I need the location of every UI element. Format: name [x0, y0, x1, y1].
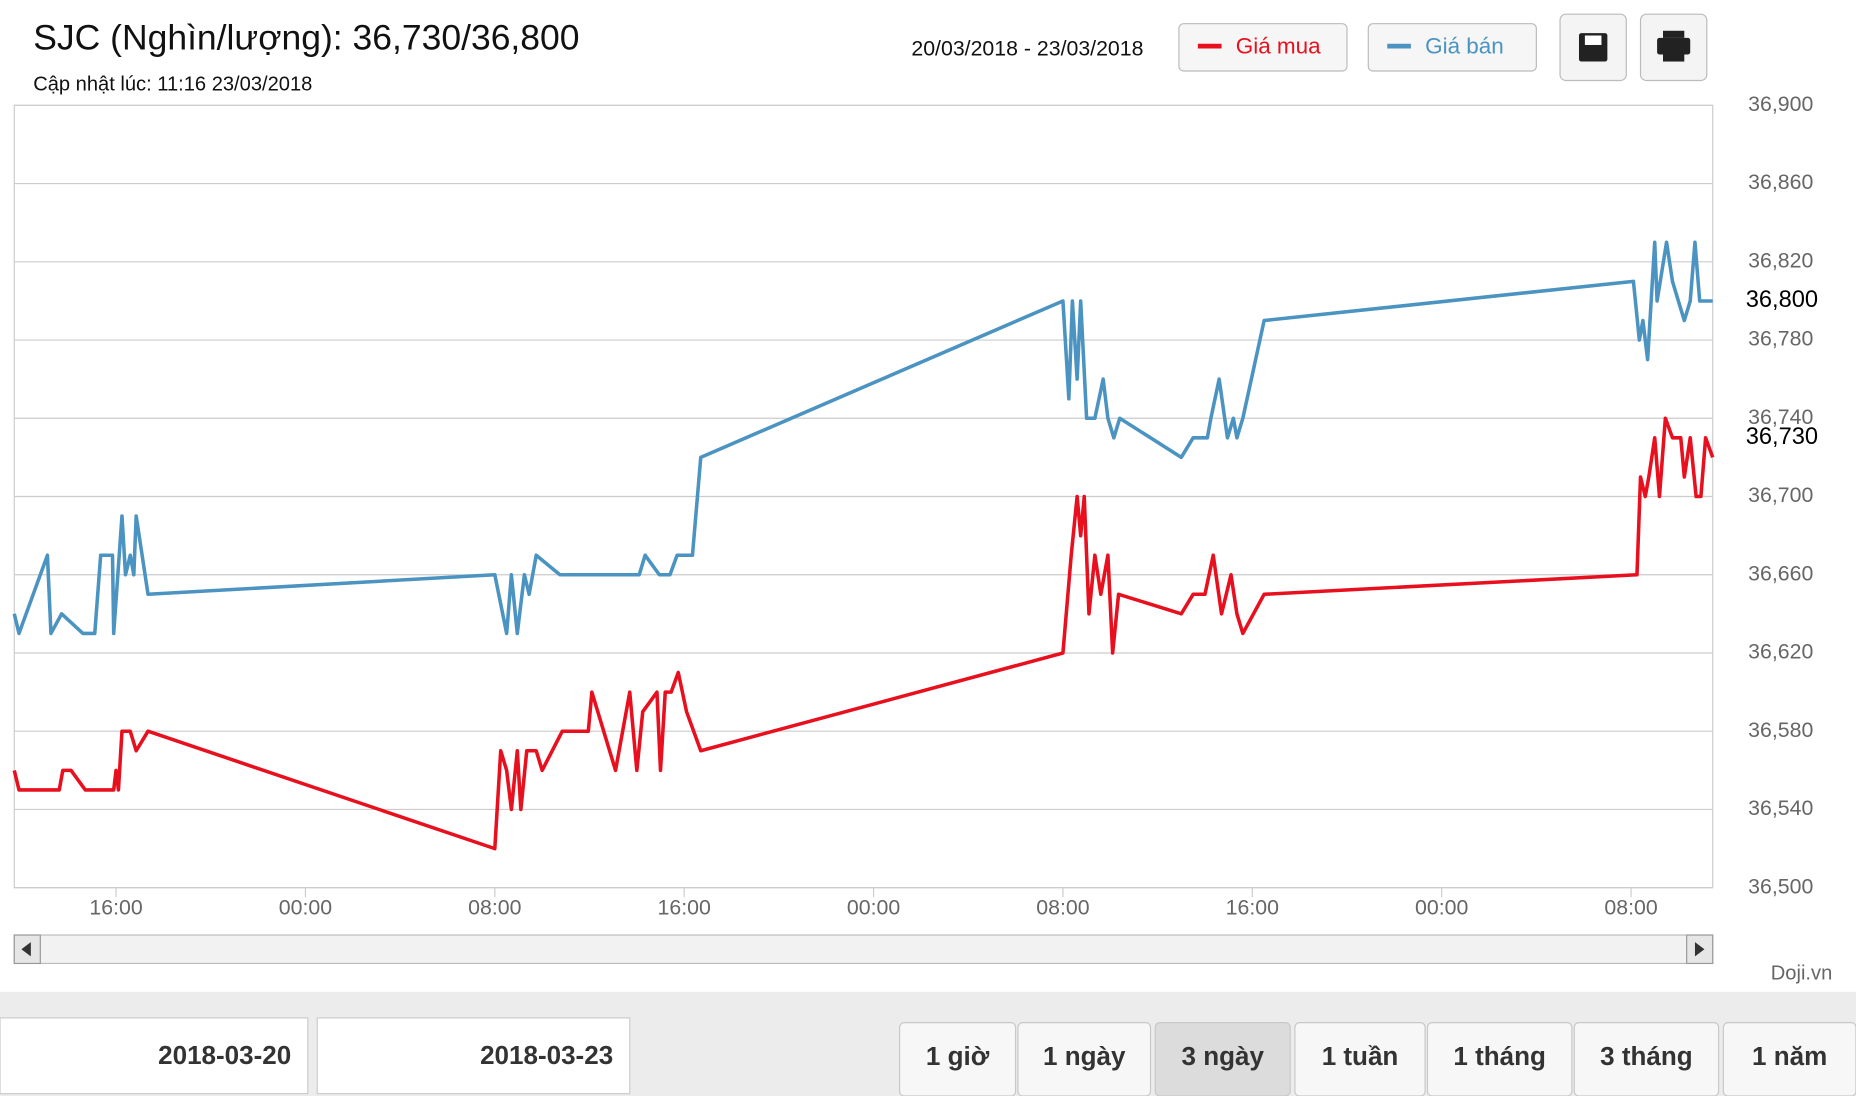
legend-label: Giá mua — [1236, 33, 1321, 58]
y-tick-label: 36,700 — [1748, 483, 1813, 507]
current-value-label: 36,730 — [1746, 424, 1818, 450]
x-tick-label: 00:00 — [279, 896, 332, 920]
y-tick-label: 36,780 — [1748, 327, 1813, 351]
y-tick-label: 36,580 — [1748, 718, 1813, 742]
range-button[interactable]: 1 ngày — [1017, 1022, 1152, 1096]
x-tick-label: 16:00 — [1226, 896, 1279, 920]
range-button-label: 1 năm — [1752, 1041, 1827, 1071]
range-button[interactable]: 1 năm — [1722, 1022, 1856, 1096]
range-button-bg[interactable] — [1573, 1022, 1720, 1096]
start-date-input[interactable]: 2018-03-20 — [0, 1017, 309, 1095]
x-tick-label: 08:00 — [1036, 896, 1089, 920]
y-tick-label: 36,900 — [1748, 92, 1813, 116]
range-button[interactable]: 3 tháng — [1573, 1022, 1720, 1096]
subtitle: Cập nhật lúc: 11:16 23/03/2018 — [33, 74, 312, 96]
y-tick-label: 36,500 — [1748, 874, 1813, 898]
series-line — [12, 416, 1715, 851]
x-tick-label: 08:00 — [1604, 896, 1657, 920]
legend-label: Giá bán — [1425, 33, 1504, 58]
range-button[interactable]: 1 giờ — [899, 1022, 1017, 1096]
range-button-bg[interactable] — [899, 1022, 1017, 1096]
plot-area — [12, 104, 1715, 898]
range-button-label: 1 tuần — [1322, 1041, 1399, 1071]
y-tick-label: 36,820 — [1748, 248, 1813, 272]
print-button[interactable] — [1639, 13, 1708, 82]
range-button-label: 3 tháng — [1600, 1041, 1693, 1071]
x-tick-label: 08:00 — [468, 896, 521, 920]
x-tick-label: 16:00 — [658, 896, 711, 920]
y-tick-label: 36,620 — [1748, 640, 1813, 664]
range-button-bg[interactable] — [1294, 1022, 1426, 1096]
range-button-bg[interactable] — [1154, 1022, 1291, 1096]
current-value-label: 36,800 — [1746, 287, 1818, 313]
range-button[interactable]: 1 tháng — [1426, 1022, 1573, 1096]
range-button-bg[interactable] — [1017, 1022, 1152, 1096]
title: SJC (Nghìn/lượng): 36,730/36,800 — [33, 18, 579, 58]
x-tick-label: 16:00 — [89, 896, 142, 920]
end-date-input[interactable]: 2018-03-23 — [316, 1017, 631, 1095]
legend-button[interactable] — [1178, 23, 1348, 72]
series-line — [12, 240, 1713, 636]
end-date: 2018-03-23 — [480, 1040, 613, 1070]
range-button-bg[interactable] — [1426, 1022, 1573, 1096]
y-tick-label: 36,660 — [1748, 561, 1813, 585]
scrollbar[interactable] — [13, 934, 1714, 965]
range-button-label: 1 tháng — [1453, 1041, 1546, 1071]
range-button-label: 1 ngày — [1043, 1041, 1126, 1071]
source: Doji.vn — [1771, 962, 1832, 984]
legend-item[interactable]: Giá bán — [1367, 23, 1537, 72]
range-button[interactable]: 3 ngày — [1154, 1022, 1291, 1096]
y-tick-label: 36,860 — [1748, 170, 1813, 194]
x-tick-label: 00:00 — [1415, 896, 1468, 920]
date-range: 20/03/2018 - 23/03/2018 — [911, 36, 1143, 60]
range-button-label: 1 giờ — [926, 1041, 990, 1071]
range-button[interactable]: 1 tuần — [1294, 1022, 1426, 1096]
range-button-label: 3 ngày — [1182, 1041, 1265, 1071]
x-tick-label: 00:00 — [847, 896, 900, 920]
y-tick-label: 36,740 — [1748, 405, 1813, 429]
save-button[interactable] — [1559, 13, 1627, 82]
legend-item[interactable]: Giá mua — [1178, 23, 1348, 72]
start-date: 2018-03-20 — [158, 1040, 291, 1070]
y-tick-label: 36,540 — [1748, 796, 1813, 820]
legend-button[interactable] — [1367, 23, 1537, 72]
